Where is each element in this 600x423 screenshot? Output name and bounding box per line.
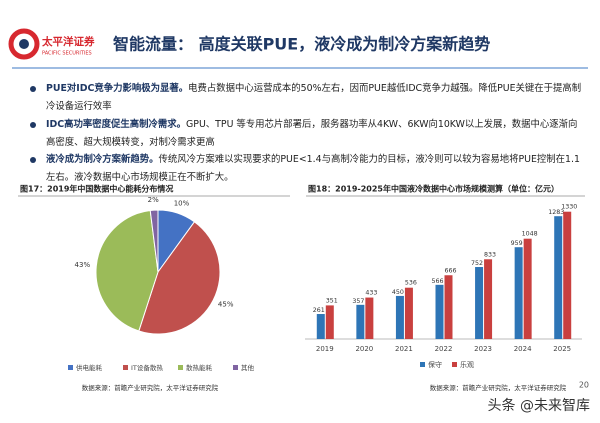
value-label: 666 [444,267,456,274]
x-tick-label: 2025 [553,345,571,353]
legend-label: 散热能耗 [186,363,213,372]
x-tick-label: 2024 [514,345,532,353]
chart-title: 图17：2019年中国数据中心能耗分布情况 [20,184,173,194]
source: 数据来源：前瞻产业研究院，太平洋证券研究院 [430,383,567,392]
watermark: 头条 @未来智库 [488,397,590,414]
bar [435,284,444,339]
legend-swatch [178,365,183,370]
page-title: 智能流量： 高度关联PUE，液冷成为制冷方案新趋势 [113,35,490,54]
bar [444,275,453,339]
bar [356,304,365,339]
logo-subtext: PACIFIC SECURITIES [42,51,92,57]
value-label: 450 [392,289,404,296]
value-label: 752 [471,260,483,267]
value-label: 261 [313,307,325,314]
value-label: 536 [405,280,417,287]
legend-label: 其他 [241,363,255,372]
bar [514,247,523,339]
value-label: 351 [326,297,338,304]
x-tick-label: 2020 [355,345,373,353]
x-tick-label: 2023 [474,345,492,353]
legend-swatch [420,362,425,367]
legend-swatch [452,362,457,367]
value-label: 1330 [561,204,577,211]
chart-title: 图18：2019-2025年中国液冷数据中心市场规模测算（单位：亿元） [308,184,559,194]
legend-label: IT设备散热 [131,363,163,372]
bar [395,295,404,339]
value-label: 1048 [522,231,538,238]
legend-swatch [233,365,238,370]
bar [365,297,374,339]
bar [475,267,484,339]
bar [523,238,532,339]
legend-label: 供电能耗 [76,363,103,372]
slice-label: 45% [218,301,234,309]
bullet-lead: 液冷成为制冷方案新趋势。 [46,154,159,165]
bullet-lead: IDC高功率密度促生高制冷需求。 [46,119,187,130]
source: 数据来源：前瞻产业研究院，太平洋证券研究院 [82,383,219,392]
slice-label: 2% [148,196,159,204]
x-tick-label: 2022 [435,345,453,353]
bar [563,211,572,339]
bullet-text: GPU、TPU 等专用芯片部署后，服务器功率从4KW、6KW向10KW以上发展，… [46,119,578,148]
legend-swatch [123,365,128,370]
legend-label: 乐观 [460,360,474,369]
pie-slice [138,221,221,335]
bar [316,314,325,339]
page-number: 20 [579,381,589,390]
bullet-text: 传统风冷方案难以实现要求的PUE<1.4与高制冷能力的目标，液冷则可以较为容易地… [46,154,580,183]
bullet: IDC高功率密度促生高制冷需求。GPU、TPU 等专用芯片部署后，服务器功率从4… [30,116,585,151]
value-label: 357 [352,298,364,305]
value-label: 959 [511,240,523,247]
pie-slice [95,209,159,332]
bar [554,216,563,339]
slice-label: 10% [174,200,190,208]
bar [484,259,493,339]
value-label: 566 [431,278,443,285]
value-label: 833 [484,251,496,258]
slice-label: 43% [75,261,91,269]
x-tick-label: 2021 [395,345,413,353]
pie-slice [149,209,159,273]
value-label: 433 [365,290,377,297]
bar [325,305,334,339]
bar [404,287,413,339]
bullet-lead: PUE对IDC竞争力影响极为显著。 [46,83,189,94]
legend-swatch [68,365,73,370]
x-tick-label: 2019 [316,345,334,353]
value-label: 1283 [548,209,564,216]
logo-mark [8,28,40,60]
logo-text: 太平洋证券 [41,35,95,48]
bullet: 液冷成为制冷方案新趋势。传统风冷方案难以实现要求的PUE<1.4与高制冷能力的目… [30,151,585,186]
bullet-text: 电费占数据中心运营成本的50%左右，因而PUE越低IDC竞争力越强。降低PUE关… [46,83,582,112]
bullet: PUE对IDC竞争力影响极为显著。电费占数据中心运营成本的50%左右，因而PUE… [30,80,585,115]
legend-label: 保守 [428,360,442,369]
logo-dot [19,39,29,49]
